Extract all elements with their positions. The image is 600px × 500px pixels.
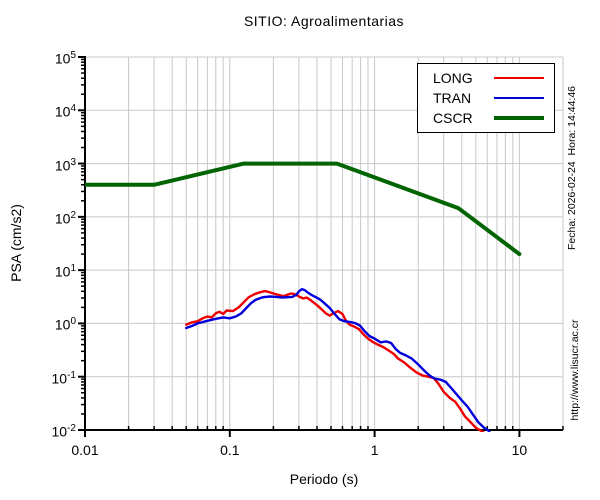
x-axis-label: Periodo (s) — [289, 471, 359, 487]
legend-line-sample — [494, 77, 544, 79]
y-tick-label: 103 — [54, 156, 76, 174]
y-tick-label: 105 — [54, 50, 76, 67]
legend-box: LONG TRAN CSCR — [417, 63, 555, 133]
x-tick-label: 10 — [511, 442, 528, 458]
x-tick-label: 0.1 — [220, 442, 240, 458]
y-tick-label: 10-2 — [51, 423, 76, 440]
y-tick-label: 100 — [54, 316, 76, 334]
legend-label: TRAN — [433, 90, 472, 106]
chart-title: SITIO: Agroalimentarias — [243, 13, 405, 29]
legend-entry-long: LONG — [418, 70, 554, 86]
legend-entry-cscr: CSCR — [418, 110, 554, 126]
series-tran-line — [184, 287, 491, 432]
x-tick-label: 1 — [370, 442, 379, 458]
legend-line-sample — [494, 97, 544, 99]
y-tick-label: 10-1 — [51, 369, 76, 387]
y-tick-label: 102 — [54, 209, 76, 227]
legend-line-sample — [494, 116, 544, 120]
legend-label: CSCR — [433, 110, 473, 126]
y-tick-label: 104 — [54, 103, 76, 120]
x-tick-label: 0.01 — [71, 442, 99, 458]
y-tick-label: 101 — [54, 263, 76, 280]
legend-label: LONG — [433, 70, 473, 86]
series-cscr-line — [85, 161, 522, 257]
series-long-line — [184, 289, 485, 432]
legend-entry-tran: TRAN — [418, 90, 554, 106]
